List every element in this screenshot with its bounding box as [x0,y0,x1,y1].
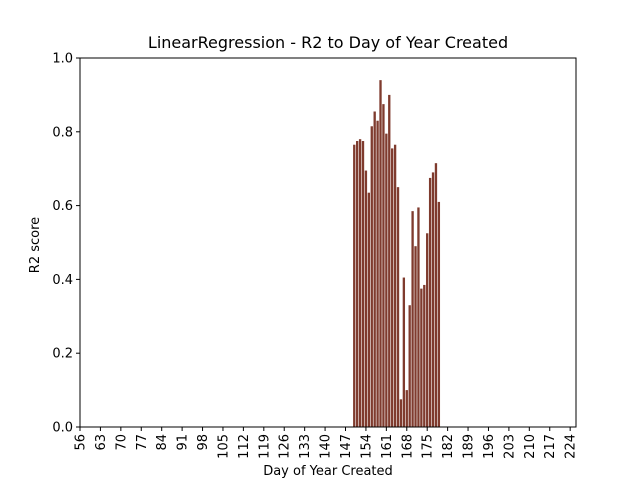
bar [414,246,417,427]
x-tick-label: 91 [176,434,191,451]
plot-area: 0.0 0.2 0.4 0.6 0.8 1.0 56 63 70 77 84 91 98 105 112 11… [52,52,578,459]
x-tick-label: 112 [237,434,252,459]
bar [358,139,362,427]
bar [373,111,376,427]
y-tick-label: 1.0 [52,52,73,67]
x-tick-label: 147 [339,434,354,459]
x-tick-label: 175 [421,434,436,459]
bar [385,133,388,427]
bar [353,144,356,427]
chart-title: LinearRegression - R2 to Day of Year Cre… [148,33,508,52]
x-tick-label: 105 [216,434,231,459]
bar [396,187,400,427]
bar [420,288,423,428]
bar [417,207,420,427]
x-tick-label: 119 [257,434,272,459]
bar [367,192,371,427]
bar [379,80,382,427]
y-axis-label: R2 score [28,217,43,273]
x-axis-label: Day of Year Created [263,464,393,479]
bar [356,141,359,427]
x-tick-label: 84 [155,434,170,451]
x-tick-label: 126 [278,434,293,459]
x-tick-label: 63 [94,434,109,451]
x-tick-label: 196 [482,434,497,459]
x-tick-label: 168 [400,434,415,459]
bar [405,390,408,427]
bar [428,177,432,427]
x-tick-label: 217 [543,434,558,459]
bar [388,94,391,428]
y-tick-label: 0.2 [52,347,73,362]
bar [393,144,397,427]
bar [411,211,414,427]
bar [402,277,406,427]
bar [437,201,441,427]
x-tick-label: 133 [298,434,313,459]
y-tick-label: 0.0 [52,421,73,436]
x-tick-label: 224 [564,434,579,459]
bar [431,172,435,427]
bar [370,126,373,428]
bar [382,104,385,428]
bar [408,305,411,427]
x-tick-label: 210 [523,434,538,459]
x-tick-label: 182 [441,434,456,459]
x-tick-label: 161 [380,434,395,459]
x-tick-label: 56 [74,434,89,451]
bar [399,399,403,427]
x-tick-label: 98 [196,434,211,451]
y-tick-label: 0.4 [52,273,73,288]
bar [376,120,379,427]
bar [423,284,426,427]
x-tick-label: 189 [462,434,477,459]
y-tick-label: 0.8 [52,125,73,140]
plot-frame [79,57,577,428]
bar [391,148,394,427]
x-tick-label: 140 [319,434,334,459]
x-tick-label: 203 [502,434,517,459]
x-tick-label: 77 [135,434,150,451]
x-tick-label: 154 [359,434,374,459]
y-tick-label: 0.6 [52,199,73,214]
bar [426,233,429,427]
bar [361,141,365,427]
bar [364,170,368,428]
x-tick-label: 70 [114,434,129,451]
bar [434,163,438,428]
